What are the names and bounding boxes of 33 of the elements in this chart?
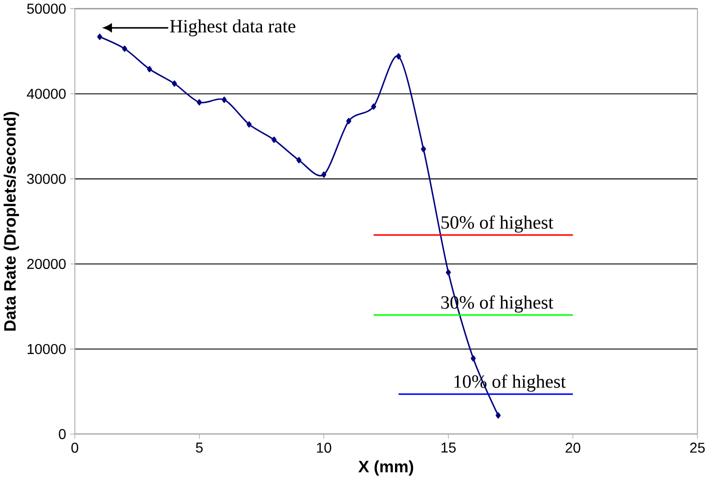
annotation: Highest data rate [170, 19, 296, 36]
point [246, 121, 252, 128]
x-tick-label: 15 [442, 442, 456, 452]
point [496, 412, 501, 418]
point [371, 103, 376, 110]
y-tick-label: 30000 [27, 174, 66, 184]
y-tick-label: 10000 [28, 344, 66, 354]
point [346, 118, 352, 124]
x-tick-label: 25 [690, 442, 705, 453]
y-tick-label: 40000 [26, 88, 66, 99]
point [146, 66, 152, 72]
point [396, 53, 402, 60]
point [122, 45, 128, 52]
x-tick-label: 20 [566, 442, 580, 453]
x-tick-label: 10 [316, 442, 332, 453]
point [196, 99, 202, 106]
point [272, 136, 277, 143]
y-axis-title: Data Rate (Droplets/second) [4, 112, 20, 330]
point [296, 156, 302, 164]
point [420, 146, 426, 152]
y-tick-label: 50000 [27, 4, 66, 14]
x-tick-label: 0 [71, 442, 78, 453]
x-axis-title: X (mm) [358, 460, 414, 476]
point [446, 269, 451, 276]
point [172, 80, 177, 87]
y-tick-label: 20000 [27, 258, 66, 269]
point [97, 34, 102, 40]
y-tick-label: 0 [58, 428, 66, 440]
x-tick-label: 5 [196, 442, 203, 452]
series-label: 50% of highest [442, 215, 554, 232]
point [222, 96, 227, 103]
point [321, 171, 326, 178]
point [470, 355, 476, 362]
